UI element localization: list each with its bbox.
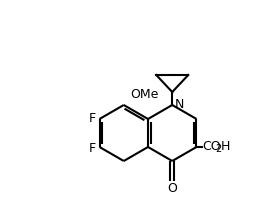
Text: F: F bbox=[88, 112, 95, 124]
Text: N: N bbox=[175, 97, 185, 111]
Text: O: O bbox=[167, 182, 177, 195]
Text: H: H bbox=[221, 140, 230, 153]
Text: OMe: OMe bbox=[130, 88, 158, 101]
Text: F: F bbox=[88, 142, 95, 155]
Text: 2: 2 bbox=[216, 143, 222, 153]
Text: CO: CO bbox=[202, 140, 221, 153]
